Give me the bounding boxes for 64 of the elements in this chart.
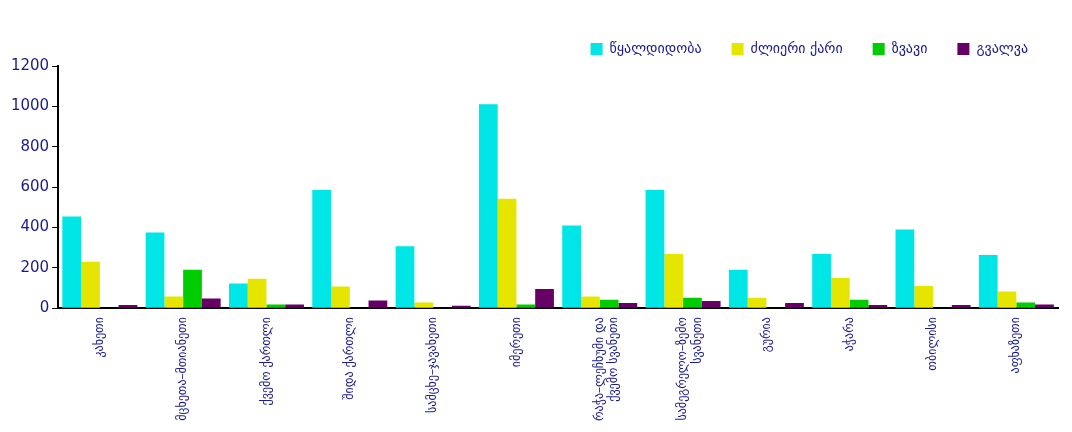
x-tick-label: შიდა ქართლი: [341, 317, 356, 400]
bar: [618, 303, 638, 308]
bar: [701, 301, 721, 308]
bar: [312, 190, 332, 308]
bar: [516, 304, 536, 308]
bar: [118, 305, 138, 308]
bar: [868, 304, 888, 308]
bar: [581, 296, 600, 308]
y-tick-label: 200: [20, 257, 50, 276]
bar: [395, 246, 415, 308]
x-tick-label: სამცხე–ჯავახეთი: [425, 317, 440, 413]
bar: [895, 229, 915, 308]
x-tick-label: გურია: [758, 317, 773, 353]
bar: [285, 304, 304, 308]
bar: [478, 104, 498, 308]
y-tick-label: 400: [20, 217, 50, 236]
bar: [62, 216, 82, 308]
bar: [164, 296, 184, 308]
bar: [849, 299, 869, 308]
bar: [201, 298, 221, 308]
bar: [562, 225, 581, 308]
bar: [1035, 304, 1054, 308]
bar: [728, 269, 748, 308]
x-tick-label: თბილისი: [925, 317, 940, 371]
bar: [747, 297, 767, 308]
x-tick-label: მცხეთა–მთიანეთი: [175, 317, 190, 421]
bar: [812, 254, 831, 308]
bar: [599, 299, 619, 308]
y-tick-label: 0: [39, 298, 50, 317]
x-tick-label: კახეთი: [91, 317, 106, 358]
bar: [145, 232, 165, 308]
bar: [331, 286, 350, 308]
bar: [247, 278, 267, 308]
y-tick-label: 1200: [10, 55, 50, 74]
bar: [683, 297, 702, 308]
x-tick-label: აფხაზეთი: [1008, 317, 1023, 374]
bar: [368, 300, 388, 308]
y-tick-label: 600: [20, 176, 50, 195]
bar: [228, 283, 248, 308]
bar: [785, 302, 804, 308]
bar: [830, 277, 850, 308]
x-tick-label: ქვემო ქართლი: [258, 317, 273, 406]
legend-label: წყალდიდობა: [609, 39, 702, 56]
bar: [914, 285, 934, 308]
bar: [497, 198, 517, 308]
x-tick-label: აჭარა: [841, 317, 856, 352]
legend-label: გვალვა: [976, 39, 1029, 56]
bar: [997, 291, 1017, 308]
bar: [1016, 302, 1036, 308]
y-tick-label: 1000: [10, 96, 50, 115]
bar: [951, 304, 971, 308]
bar: [535, 288, 554, 308]
x-tick-label: სამეგრელო–ზემო სვანეთი: [675, 317, 704, 421]
legend-label: ზვავი: [891, 39, 928, 56]
bar: [414, 302, 434, 308]
bar: [81, 261, 100, 308]
y-tick-label: 800: [20, 136, 50, 155]
bar: [183, 269, 202, 308]
bar: [664, 254, 684, 308]
bar: [645, 190, 665, 308]
legend-label: ძლიერი ქარი: [750, 39, 843, 56]
bar: [978, 255, 998, 308]
bar: [266, 304, 286, 308]
x-tick-label: იმერეთი: [508, 317, 523, 368]
